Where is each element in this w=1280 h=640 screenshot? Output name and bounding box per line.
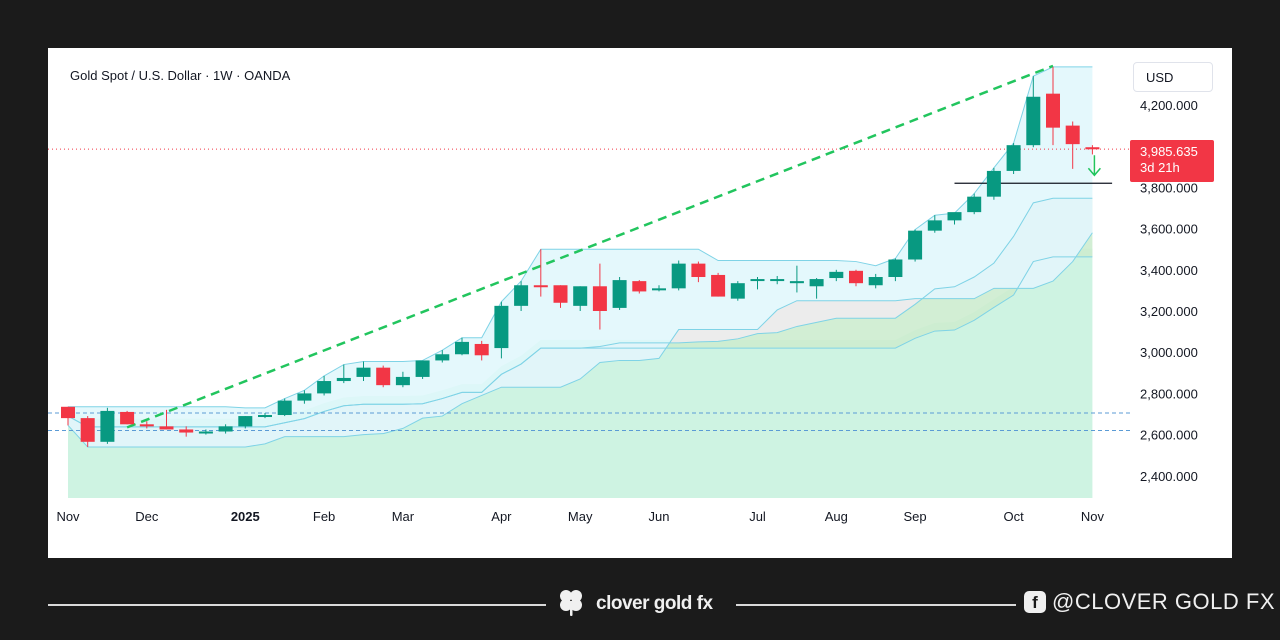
- candle-body: [1085, 147, 1100, 150]
- candle-body: [179, 429, 194, 433]
- y-tick-label: 3,400.000: [1140, 263, 1198, 278]
- bar-countdown: 3d 21h: [1140, 160, 1180, 175]
- candle-body: [533, 285, 548, 288]
- x-tick-label: May: [568, 509, 593, 524]
- reference-lines: [48, 64, 1130, 431]
- x-tick-label: Jun: [649, 509, 670, 524]
- trend-line: [126, 64, 1054, 429]
- x-tick-label: Oct: [1003, 509, 1024, 524]
- candle-body: [671, 263, 686, 289]
- candle-body: [947, 212, 962, 221]
- candle-body: [632, 281, 647, 292]
- candle-body: [789, 281, 804, 284]
- candlestick-series: [61, 66, 1100, 447]
- candle-body: [317, 381, 332, 394]
- cyan-channel: [68, 66, 1093, 447]
- candle-body: [415, 360, 430, 377]
- candle-body: [80, 418, 95, 442]
- candle-body: [474, 343, 489, 356]
- candle-body: [100, 410, 115, 442]
- ichimoku-bands: [67, 66, 1093, 498]
- candle-body: [139, 424, 154, 427]
- candle-body: [238, 416, 253, 427]
- candle-body: [691, 263, 706, 278]
- x-tick-label: Nov: [56, 509, 80, 524]
- candle-body: [967, 196, 982, 213]
- candle-body: [61, 406, 75, 419]
- candle-body: [908, 230, 923, 260]
- candle-body: [514, 285, 529, 306]
- y-tick-label: 3,800.000: [1140, 180, 1198, 195]
- y-tick-label: 2,600.000: [1140, 428, 1198, 443]
- x-tick-label: Aug: [825, 509, 848, 524]
- candle-body: [277, 400, 292, 416]
- candle-body: [455, 341, 469, 355]
- candle-body: [770, 279, 785, 282]
- candle-body: [730, 283, 745, 299]
- candle-body: [218, 426, 233, 432]
- footer-divider-right: [736, 604, 1016, 606]
- candle-body: [927, 220, 942, 231]
- x-tick-label: Sep: [904, 509, 927, 524]
- brand-name: clover gold fx: [596, 593, 713, 614]
- candle-body: [888, 259, 903, 278]
- brand-logo: clover gold fx: [556, 588, 713, 620]
- chart-legend-title: Gold Spot / U.S. Dollar · 1W · OANDA: [70, 68, 291, 83]
- candle-body: [395, 376, 410, 386]
- last-price-tag: 3,985.635 3d 21h: [1130, 140, 1214, 182]
- y-tick-label: 3,200.000: [1140, 304, 1198, 319]
- candle-body: [258, 415, 272, 418]
- candle-body: [159, 426, 174, 430]
- x-tick-label: Nov: [1081, 509, 1105, 524]
- candle-body: [494, 305, 509, 349]
- x-tick-label: Mar: [392, 509, 415, 524]
- x-tick-label: Dec: [135, 509, 159, 524]
- social-name: @CLOVER GOLD FX: [1052, 589, 1275, 614]
- candle-body: [573, 286, 588, 306]
- x-tick-label: 2025: [231, 509, 260, 524]
- candle-body: [986, 170, 1001, 197]
- currency-selector[interactable]: USD: [1133, 62, 1213, 92]
- candle-body: [849, 270, 863, 284]
- channel-line-3: [67, 256, 1093, 428]
- price-chart[interactable]: 2,400.000 2,600.000 2,800.000 3,000.000 3,20…: [48, 48, 1232, 558]
- y-tick-label: 4,200.000: [1140, 98, 1198, 113]
- down-arrow-icon: [1087, 155, 1101, 177]
- candle-body: [750, 279, 765, 282]
- candle-body: [376, 367, 391, 386]
- candle-body: [809, 279, 824, 287]
- x-tick-label: Apr: [491, 509, 512, 524]
- last-price: 3,985.635: [1140, 144, 1198, 159]
- candle-body: [336, 377, 351, 382]
- candle-body: [356, 367, 371, 377]
- candle-body: [711, 274, 726, 297]
- candle-body: [553, 285, 568, 303]
- footer-divider-left: [48, 604, 546, 606]
- candle-body: [435, 354, 450, 361]
- candle-body: [652, 288, 666, 291]
- candle-body: [592, 286, 607, 311]
- y-tick-label: 3,600.000: [1140, 222, 1198, 237]
- social-handle[interactable]: f @CLOVER GOLD FX: [1024, 588, 1275, 616]
- price-axis: 2,400.000 2,600.000 2,800.000 3,000.000 3,20…: [1140, 98, 1198, 484]
- candle-body: [1046, 93, 1060, 128]
- candle-body: [612, 280, 627, 308]
- candle-body: [1026, 96, 1041, 146]
- candle-body: [198, 431, 213, 434]
- candle-body: [297, 393, 312, 401]
- candle-body: [1065, 125, 1080, 145]
- candle-body: [1006, 145, 1021, 171]
- candle-body: [868, 277, 883, 286]
- candle-body: [120, 411, 135, 425]
- facebook-icon: f: [1024, 591, 1046, 613]
- y-tick-label: 3,000.000: [1140, 345, 1198, 360]
- y-tick-label: 2,400.000: [1140, 469, 1198, 484]
- x-tick-label: Jul: [749, 509, 766, 524]
- time-axis: Nov Dec 2025 Feb Mar Apr May Jun Jul Aug Sep Oct Nov: [56, 509, 1104, 524]
- clover-icon: [556, 587, 586, 622]
- chart-card: 2,400.000 2,600.000 2,800.000 3,000.000 3,20…: [48, 48, 1232, 558]
- candle-body: [829, 271, 844, 279]
- y-tick-label: 2,800.000: [1140, 386, 1198, 401]
- x-tick-label: Feb: [313, 509, 335, 524]
